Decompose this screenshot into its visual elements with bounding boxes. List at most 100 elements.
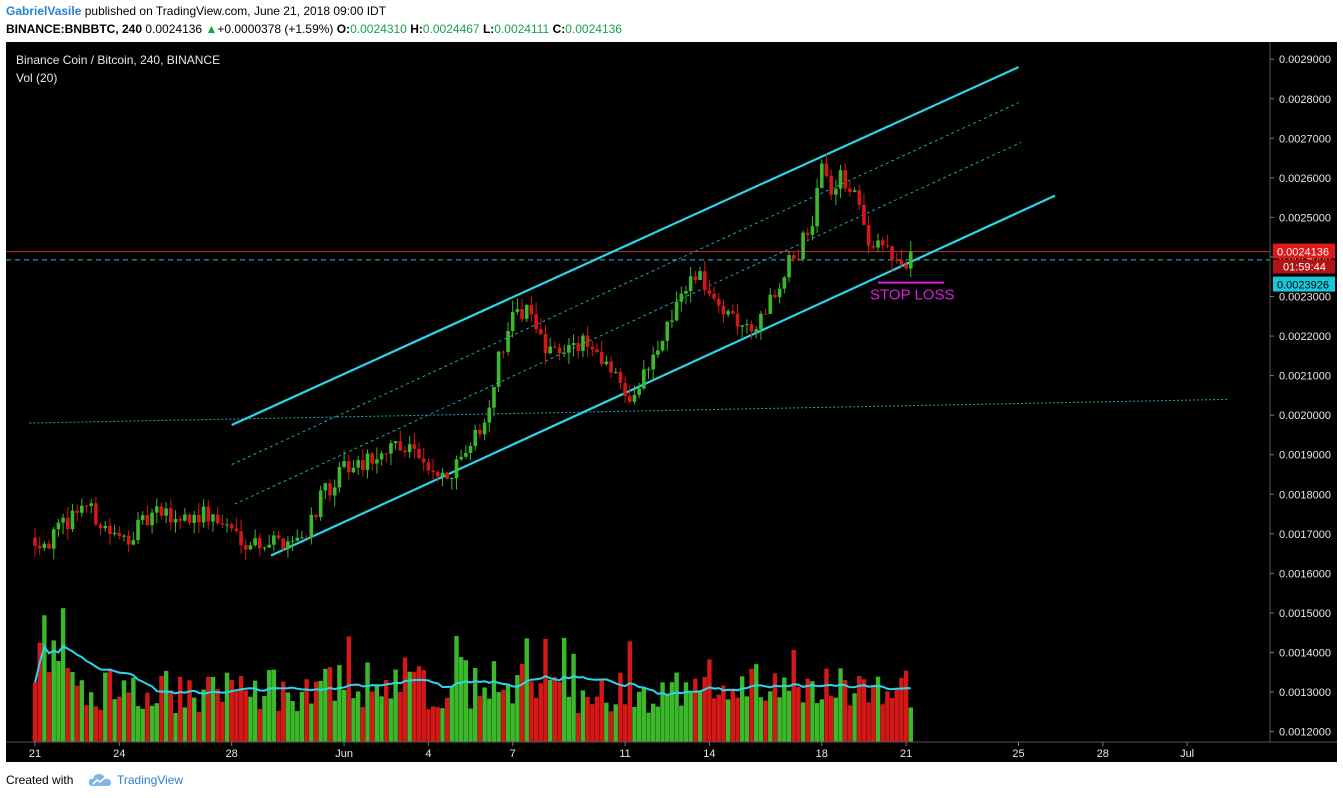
volume-bar: [800, 702, 806, 742]
candle-body: [197, 514, 201, 523]
volume-bar: [810, 681, 815, 742]
candle-body: [84, 505, 89, 507]
candle-body: [37, 545, 42, 548]
volume-bar: [852, 693, 857, 742]
y-tick-label: 0.0023000: [1279, 292, 1331, 304]
price-axis-panel: [1270, 42, 1337, 762]
candle-body: [501, 351, 506, 353]
high-label: H:: [410, 22, 423, 36]
volume-bar: [604, 702, 609, 742]
candle-body: [98, 524, 103, 529]
volume-bar: [393, 669, 398, 742]
candle-body: [70, 510, 75, 530]
tradingview-link[interactable]: TradingView: [117, 773, 184, 787]
volume-bar: [744, 696, 750, 742]
volume-bar: [177, 676, 183, 742]
candle-body: [820, 163, 824, 188]
candle-body: [623, 382, 627, 396]
candle-body: [464, 452, 468, 457]
candle-body: [791, 255, 796, 259]
candle-body: [51, 529, 56, 549]
candle-body: [323, 483, 328, 491]
high-value: 0.0024467: [422, 22, 480, 36]
candle-body: [515, 308, 520, 312]
chart-title: Binance Coin / Bitcoin, 240, BINANCE: [16, 53, 220, 67]
candle-body: [112, 532, 117, 535]
candle-body: [576, 343, 581, 351]
tradingview-cloud-icon: [88, 772, 112, 793]
candle-body: [206, 506, 211, 522]
candle-body: [688, 276, 693, 292]
candle-body: [243, 545, 248, 550]
candle-body: [810, 226, 815, 235]
candle-body: [787, 255, 791, 278]
candle-body: [815, 187, 819, 227]
last-price-tag-text: 0.0024136: [1277, 247, 1329, 259]
candle-body: [253, 538, 257, 546]
candle-body: [824, 163, 829, 177]
candle-body: [304, 537, 309, 539]
volume-bar: [365, 662, 370, 742]
x-tick-label: 7: [510, 748, 516, 760]
volume-bar: [309, 703, 314, 742]
candle-body: [342, 461, 346, 467]
candle-body: [656, 350, 660, 355]
published-text: published on TradingView.com, June 21, 2…: [81, 4, 387, 18]
volume-bar: [866, 702, 871, 742]
volume-bar: [426, 709, 431, 742]
volume-bar: [79, 680, 85, 742]
author-link[interactable]: GabrielVasile: [6, 4, 82, 18]
volume-bar: [285, 692, 291, 742]
symbol-name: BINANCE:BNBBTC, 240: [6, 22, 143, 36]
candle-body: [281, 538, 286, 549]
volume-bar: [107, 668, 113, 742]
volume-bar: [871, 684, 876, 742]
volume-bar: [814, 703, 820, 742]
candle-body: [159, 506, 164, 516]
volume-bar: [224, 672, 230, 742]
candle-body: [314, 514, 318, 518]
volume-bar: [374, 684, 380, 742]
volume-bar: [299, 691, 305, 742]
candle-body: [440, 472, 445, 477]
y-tick-label: 0.0015000: [1279, 608, 1331, 620]
volume-bar: [416, 666, 422, 742]
footer: Created with TradingView: [0, 762, 1343, 798]
candle-body: [693, 276, 698, 281]
y-tick-label: 0.0013000: [1279, 687, 1331, 699]
candle-body: [871, 245, 876, 248]
volume-bar: [613, 704, 618, 742]
volume-bar: [159, 675, 164, 742]
candle-body: [183, 514, 187, 521]
candle-body: [707, 290, 712, 294]
volume-bar: [215, 688, 220, 742]
candle-body: [220, 523, 225, 525]
candle-body: [731, 311, 735, 314]
volume-bar: [313, 681, 319, 742]
candle-body: [562, 352, 567, 354]
channel-mid-line-2: [234, 141, 1022, 505]
volume-bar: [37, 642, 42, 742]
volume-bar: [398, 692, 403, 742]
volume-bar: [875, 676, 881, 742]
volume-bar: [833, 697, 839, 742]
candle-body: [801, 232, 805, 260]
channel-mid-line-1: [231, 102, 1019, 465]
volume-bar: [93, 706, 99, 742]
x-tick-label: 21: [29, 748, 41, 760]
candle-body: [768, 294, 773, 314]
candle-body: [510, 311, 515, 331]
change-up-icon: ▲: [205, 22, 218, 36]
volume-bar: [430, 706, 436, 742]
last-price-tag: [1273, 243, 1335, 259]
volume-bar: [562, 637, 567, 742]
price-chart[interactable]: STOP LOSS 0.00290000.00280000.00270000.0…: [6, 42, 1337, 762]
volume-bar: [651, 703, 656, 742]
volume-layer: [32, 608, 913, 742]
candle-body: [548, 346, 552, 354]
created-with-text: Created with: [6, 773, 74, 787]
candle-body: [698, 271, 702, 281]
candle-body: [567, 345, 571, 353]
candle-body: [618, 372, 623, 383]
chart-area[interactable]: STOP LOSS 0.0029000 0.0028000 0.0027000 0.0…: [6, 42, 1337, 762]
